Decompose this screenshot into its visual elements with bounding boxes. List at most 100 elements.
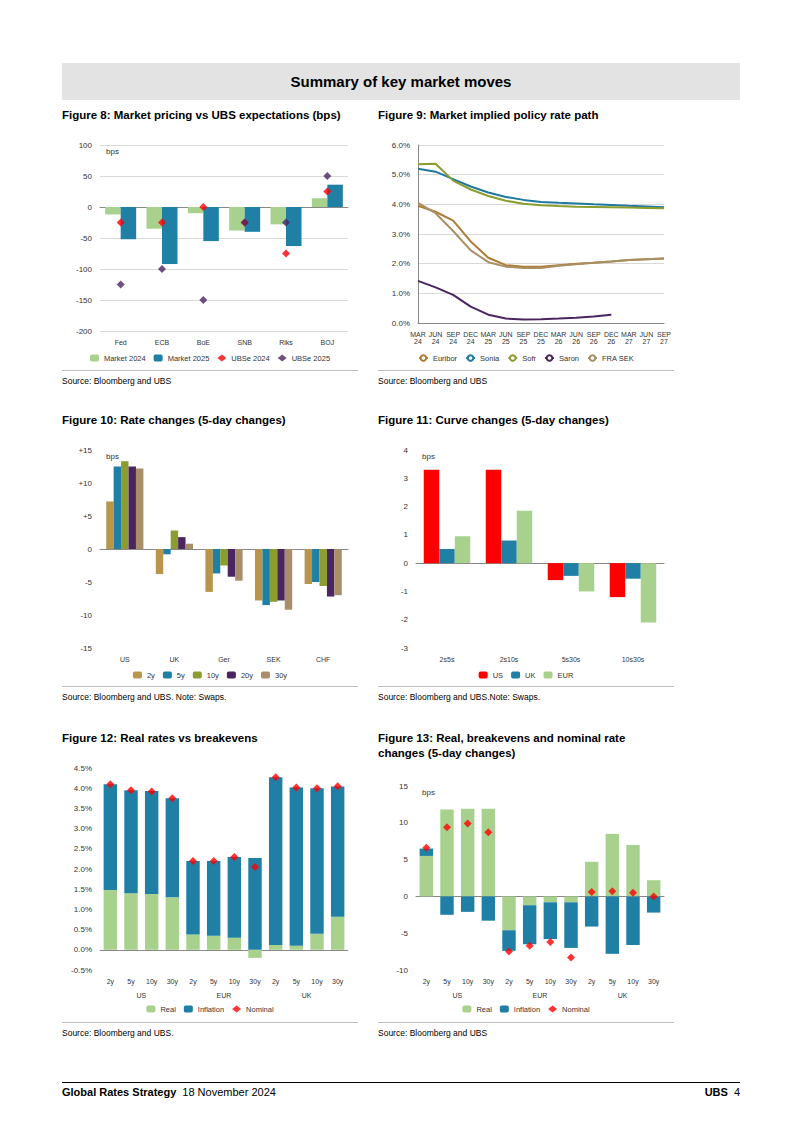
svg-text:2: 2 bbox=[404, 502, 409, 511]
svg-text:JUN: JUN bbox=[640, 331, 654, 338]
svg-text:-100: -100 bbox=[76, 265, 93, 274]
svg-text:-15: -15 bbox=[80, 644, 92, 653]
svg-text:Real: Real bbox=[476, 1005, 492, 1014]
svg-text:-50: -50 bbox=[80, 234, 92, 243]
svg-text:2y: 2y bbox=[423, 978, 431, 986]
svg-text:MAR: MAR bbox=[621, 331, 637, 338]
svg-text:Real: Real bbox=[160, 1005, 176, 1014]
svg-text:10y: 10y bbox=[627, 978, 639, 986]
svg-text:BOJ: BOJ bbox=[321, 339, 335, 346]
svg-text:bps: bps bbox=[422, 452, 435, 461]
svg-text:25: 25 bbox=[502, 338, 510, 345]
svg-text:5y: 5y bbox=[443, 978, 451, 986]
svg-text:US: US bbox=[493, 671, 503, 680]
svg-text:6.0%: 6.0% bbox=[392, 141, 410, 150]
svg-text:-1: -1 bbox=[401, 587, 409, 596]
svg-text:JUN: JUN bbox=[499, 331, 513, 338]
svg-text:SEP: SEP bbox=[516, 331, 530, 338]
svg-text:100: 100 bbox=[79, 141, 93, 150]
svg-text:+15: +15 bbox=[78, 446, 92, 455]
svg-text:1.0%: 1.0% bbox=[392, 289, 410, 298]
svg-text:3.0%: 3.0% bbox=[392, 230, 410, 239]
svg-text:DEC: DEC bbox=[604, 331, 619, 338]
svg-text:2y: 2y bbox=[588, 978, 596, 986]
svg-text:BoE: BoE bbox=[197, 339, 211, 346]
svg-text:SNB: SNB bbox=[237, 339, 252, 346]
svg-text:Sofr: Sofr bbox=[522, 354, 536, 363]
svg-text:-5: -5 bbox=[401, 929, 409, 938]
svg-text:2y: 2y bbox=[147, 671, 155, 680]
svg-text:30y: 30y bbox=[167, 978, 179, 986]
svg-text:20y: 20y bbox=[241, 671, 253, 680]
svg-text:30y: 30y bbox=[332, 978, 344, 986]
svg-text:10y: 10y bbox=[229, 978, 241, 986]
svg-text:-10: -10 bbox=[80, 611, 92, 620]
svg-text:2y: 2y bbox=[189, 978, 197, 986]
svg-text:3: 3 bbox=[404, 474, 409, 483]
svg-text:4: 4 bbox=[404, 446, 409, 455]
svg-text:MAR: MAR bbox=[551, 331, 567, 338]
svg-text:Market 2025: Market 2025 bbox=[168, 354, 210, 363]
svg-text:30y: 30y bbox=[275, 671, 287, 680]
svg-text:MAR: MAR bbox=[410, 331, 426, 338]
svg-text:Euribor: Euribor bbox=[433, 354, 458, 363]
svg-text:5y: 5y bbox=[177, 671, 185, 680]
svg-text:Sonia: Sonia bbox=[480, 354, 500, 363]
svg-text:10s30s: 10s30s bbox=[622, 656, 645, 663]
svg-text:Inflation: Inflation bbox=[514, 1005, 540, 1014]
svg-text:2.5%: 2.5% bbox=[74, 844, 92, 853]
svg-text:26: 26 bbox=[572, 338, 580, 345]
svg-text:30y: 30y bbox=[483, 978, 495, 986]
svg-text:EUR: EUR bbox=[558, 671, 574, 680]
svg-text:-2: -2 bbox=[401, 615, 409, 624]
svg-text:0.5%: 0.5% bbox=[74, 925, 92, 934]
svg-text:-10: -10 bbox=[396, 966, 408, 975]
svg-text:4.0%: 4.0% bbox=[392, 200, 410, 209]
svg-text:0: 0 bbox=[88, 203, 93, 212]
svg-text:UBSe 2024: UBSe 2024 bbox=[231, 354, 269, 363]
svg-text:3.5%: 3.5% bbox=[74, 804, 92, 813]
svg-text:bps: bps bbox=[106, 147, 119, 156]
svg-text:-0.5%: -0.5% bbox=[71, 966, 92, 975]
svg-text:JUN: JUN bbox=[429, 331, 443, 338]
svg-text:24: 24 bbox=[414, 338, 422, 345]
svg-text:UK: UK bbox=[618, 992, 628, 999]
svg-text:0: 0 bbox=[404, 892, 409, 901]
svg-text:Fed: Fed bbox=[115, 339, 127, 346]
svg-text:2y: 2y bbox=[107, 978, 115, 986]
svg-text:30y: 30y bbox=[249, 978, 261, 986]
svg-text:MAR: MAR bbox=[481, 331, 497, 338]
svg-text:1.0%: 1.0% bbox=[74, 905, 92, 914]
svg-text:EUR: EUR bbox=[217, 992, 232, 999]
svg-text:Saron: Saron bbox=[559, 354, 579, 363]
svg-text:24: 24 bbox=[449, 338, 457, 345]
svg-text:bps: bps bbox=[422, 788, 435, 797]
svg-text:+10: +10 bbox=[78, 479, 92, 488]
svg-text:50: 50 bbox=[83, 172, 92, 181]
svg-text:26: 26 bbox=[607, 338, 615, 345]
svg-text:0.0%: 0.0% bbox=[392, 319, 410, 328]
svg-text:10: 10 bbox=[399, 818, 408, 827]
svg-text:2s10s: 2s10s bbox=[500, 656, 519, 663]
svg-text:15: 15 bbox=[399, 782, 408, 791]
svg-text:JUN: JUN bbox=[569, 331, 583, 338]
svg-text:-3: -3 bbox=[401, 644, 409, 653]
svg-text:0: 0 bbox=[404, 559, 409, 568]
svg-text:4.5%: 4.5% bbox=[74, 764, 92, 773]
svg-text:+5: +5 bbox=[83, 512, 93, 521]
svg-text:10y: 10y bbox=[311, 978, 323, 986]
svg-text:SEP: SEP bbox=[446, 331, 460, 338]
svg-text:FRA SEK: FRA SEK bbox=[602, 354, 634, 363]
svg-text:4.0%: 4.0% bbox=[74, 784, 92, 793]
svg-text:2.0%: 2.0% bbox=[392, 259, 410, 268]
svg-text:US: US bbox=[136, 992, 146, 999]
svg-text:26: 26 bbox=[590, 338, 598, 345]
svg-text:0: 0 bbox=[88, 545, 93, 554]
svg-text:SEP: SEP bbox=[657, 331, 671, 338]
svg-text:30y: 30y bbox=[648, 978, 660, 986]
svg-text:5y: 5y bbox=[127, 978, 135, 986]
svg-text:5y: 5y bbox=[609, 978, 617, 986]
svg-text:EUR: EUR bbox=[533, 992, 548, 999]
svg-text:-150: -150 bbox=[76, 296, 93, 305]
svg-text:10y: 10y bbox=[462, 978, 474, 986]
